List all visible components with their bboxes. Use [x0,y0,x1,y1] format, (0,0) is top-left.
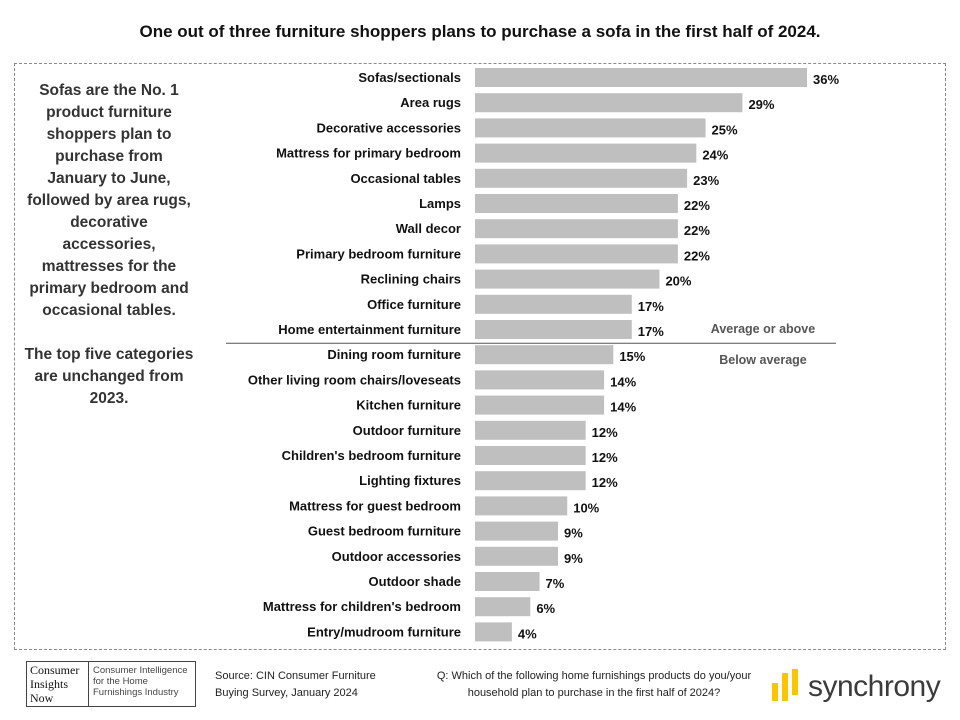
category-label: Decorative accessories [316,120,461,135]
bar [475,320,632,339]
bar [475,521,558,541]
bar [475,143,697,163]
chart-title: One out of three furniture shoppers plan… [139,22,821,41]
category-label: Sofas/sectionals [358,70,461,85]
category-label: Kitchen furniture [356,398,461,413]
side-paragraph-1: Sofas are the No. 1 product furniture sh… [27,82,191,319]
value-label: 17% [638,324,664,339]
consumer-insights-now-logo: Consumer Insights Now Consumer Intellige… [26,661,196,707]
value-label: 24% [702,148,728,163]
bar [475,496,568,516]
category-label: Area rugs [400,95,461,110]
category-label: Entry/mudroom furniture [307,624,461,639]
bar [475,345,614,365]
category-label: Other living room chairs/loveseats [248,372,461,387]
bar [475,269,660,289]
bar [475,118,706,138]
value-label: 14% [610,400,636,415]
survey-question: Q: Which of the following home furnishin… [436,670,752,699]
logo-tagline: Consumer Intelligence for the Home Furni… [93,665,188,698]
bar [475,446,586,465]
value-label: 9% [564,526,583,541]
bar [475,68,807,87]
synchrony-bars-icon [770,667,802,707]
category-label: Mattress for primary bedroom [276,146,461,161]
bar [475,572,540,591]
bar [475,244,678,264]
bar [475,546,558,566]
category-label: Lighting fixtures [359,473,461,488]
value-label: 12% [592,450,618,465]
category-label: Dining room furniture [327,347,461,362]
category-label: Lamps [419,196,461,211]
side-commentary: Sofas are the No. 1 product furniture sh… [24,80,194,432]
value-label: 22% [684,248,710,263]
bar [475,93,743,113]
bar [475,471,586,491]
value-label: 20% [665,274,691,289]
value-label: 23% [693,173,719,188]
bar [475,622,512,642]
value-label: 6% [536,601,555,616]
bar [475,194,678,213]
category-label: Outdoor shade [369,574,461,589]
annotation-above-average: Average or above [711,322,815,336]
bar [475,370,605,390]
value-label: 12% [592,425,618,440]
category-label: Wall decor [396,221,461,236]
category-label: Children's bedroom furniture [282,448,461,463]
value-label: 12% [592,475,618,490]
category-label: Outdoor furniture [353,423,461,438]
annotation-below-average: Below average [719,353,807,367]
bar [475,420,586,440]
category-label: Home entertainment furniture [278,322,461,337]
category-label: Occasional tables [350,171,461,186]
value-label: 14% [610,374,636,389]
category-label: Outdoor accessories [332,549,461,564]
bar [475,597,531,617]
value-label: 7% [546,576,565,591]
value-label: 36% [813,72,839,87]
value-label: 10% [573,500,599,515]
logo-wordmark: Consumer Insights Now [27,662,89,706]
category-label: Office furniture [367,297,461,312]
value-label: 22% [684,198,710,213]
source-note: Source: CIN Consumer Furniture Buying Su… [215,670,376,699]
synchrony-logo: synchrony [770,664,950,710]
bar [475,395,605,415]
chart-frame [14,63,946,650]
value-label: 4% [518,626,537,641]
value-label: 17% [638,299,664,314]
value-label: 15% [619,349,645,364]
bar [475,168,688,188]
value-label: 22% [684,223,710,238]
category-label: Mattress for children's bedroom [263,599,461,614]
brand-name: synchrony [808,670,941,703]
value-label: 9% [564,551,583,566]
category-label: Reclining chairs [361,272,461,287]
bar [475,294,632,314]
category-label: Guest bedroom furniture [308,524,461,539]
bar [475,219,678,239]
category-label: Primary bedroom furniture [296,246,461,261]
side-paragraph-2: The top five categories are unchanged fr… [24,346,194,407]
category-label: Mattress for guest bedroom [289,498,461,513]
value-label: 25% [712,122,738,137]
value-label: 29% [748,97,774,112]
